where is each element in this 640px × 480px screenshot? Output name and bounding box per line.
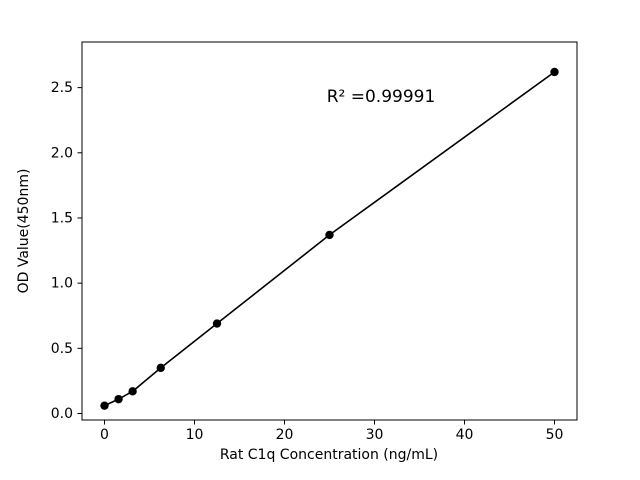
data-point xyxy=(550,67,559,77)
data-point xyxy=(325,230,334,240)
plot-area: 0 10 20 30 40 50 0.0 0.5 1.0 1.5 2.0 2.5 xyxy=(51,41,578,443)
r-squared-annotation: R² =0.99991 xyxy=(327,87,436,107)
y-tick-label: 0.0 xyxy=(51,406,73,422)
x-tick-label: 40 xyxy=(456,427,474,443)
x-tick-label: 30 xyxy=(366,427,384,443)
plot-frame xyxy=(81,41,578,421)
y-tick-label: 1.0 xyxy=(51,276,73,292)
data-point xyxy=(156,363,165,373)
data-point xyxy=(100,401,109,410)
y-tick-label: 2.5 xyxy=(51,80,73,96)
y-tick-label: 2.0 xyxy=(51,145,73,161)
data-point xyxy=(114,394,123,404)
y-axis-label: OD Value(450nm) xyxy=(16,169,32,294)
data-point xyxy=(128,387,137,396)
x-tick-label: 50 xyxy=(546,427,564,443)
x-tick-label: 20 xyxy=(276,427,294,443)
data-point xyxy=(212,319,222,328)
y-tick-label: 0.5 xyxy=(51,341,73,357)
y-tick-label: 1.5 xyxy=(51,210,73,226)
x-tick-label: 10 xyxy=(186,427,204,443)
x-tick-label: 0 xyxy=(100,427,109,443)
x-axis-label: Rat C1q Concentration (ng/mL) xyxy=(220,447,438,463)
